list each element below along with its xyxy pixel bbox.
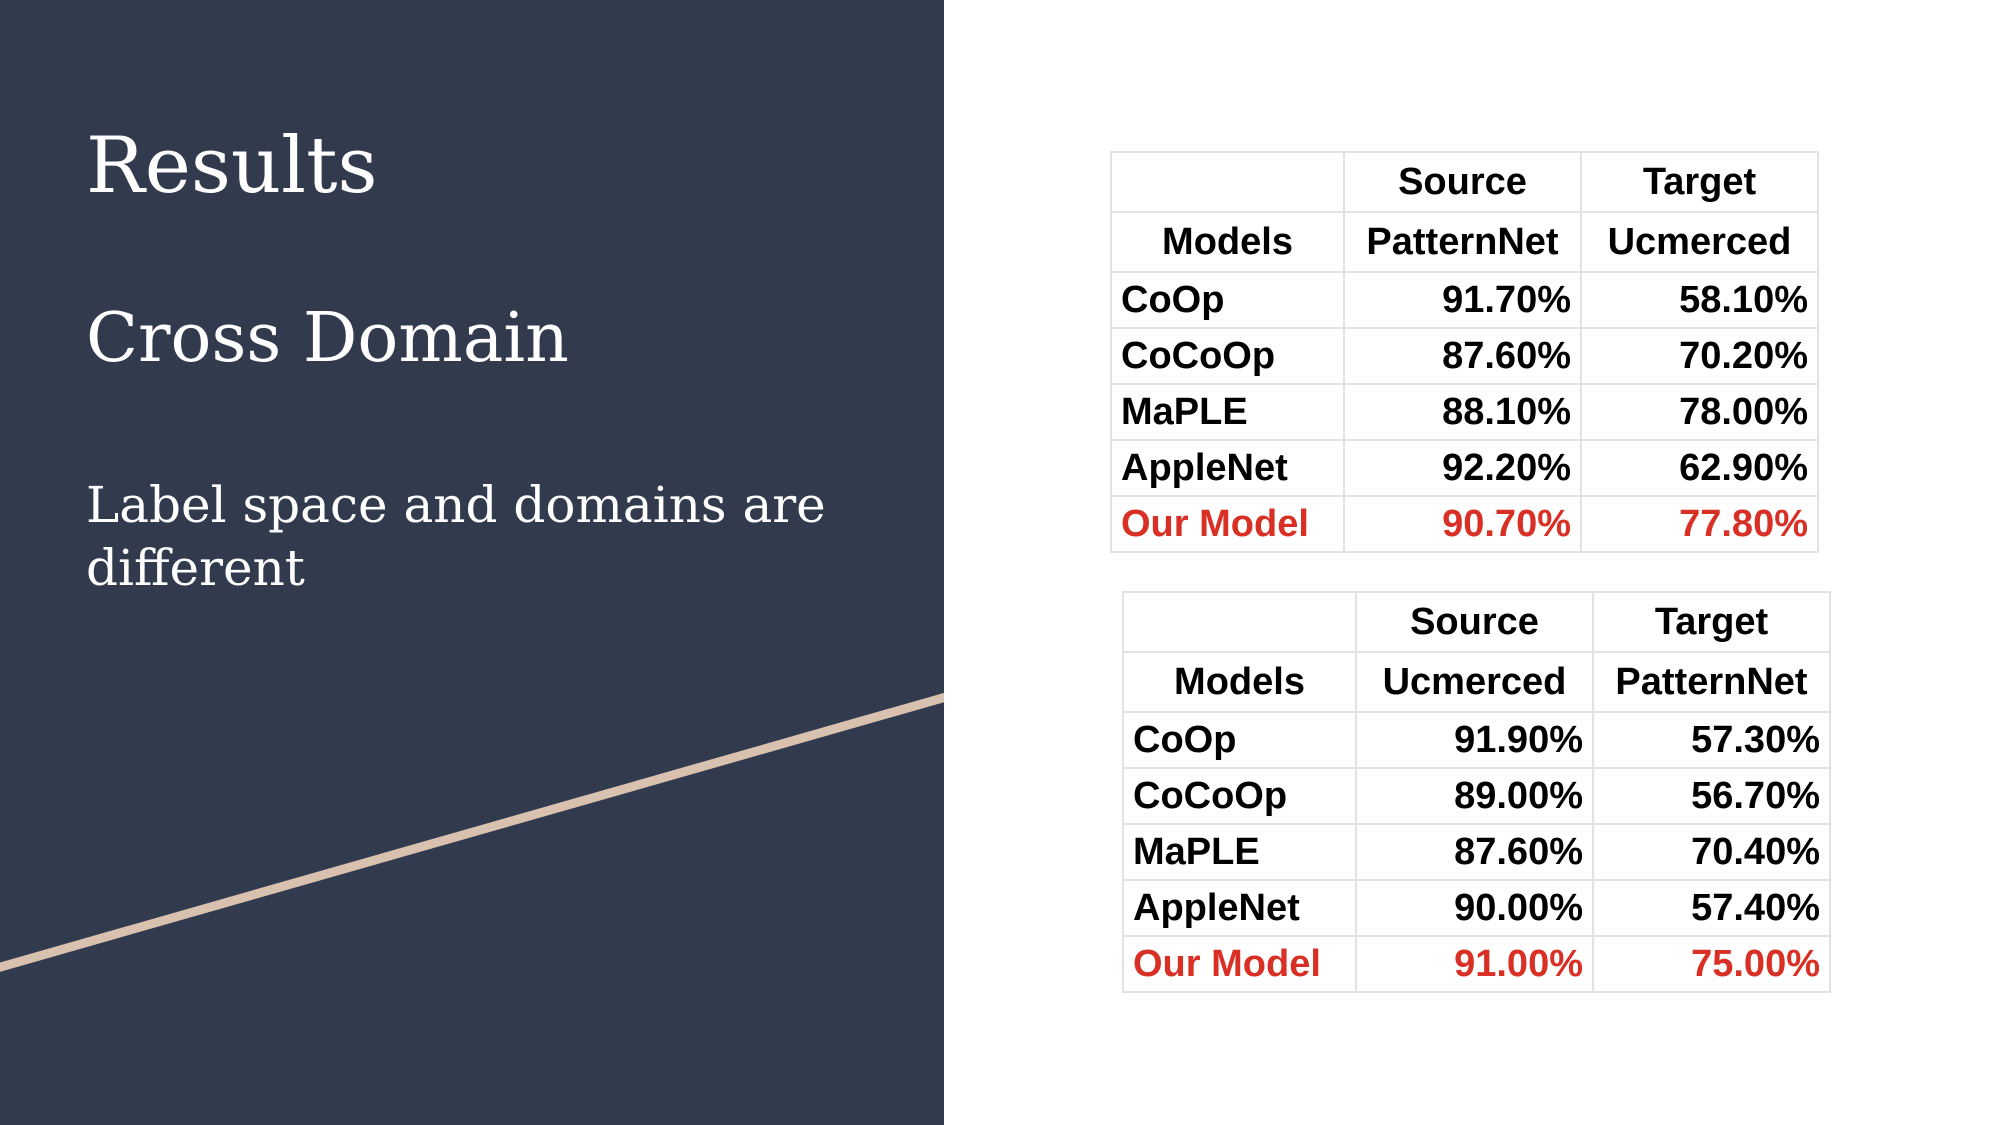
slide-subtitle: Cross Domain	[86, 299, 569, 378]
table-header-row: Source Target	[1110, 151, 1819, 213]
table-row: CoCoOp 87.60% 70.20%	[1110, 327, 1819, 385]
header-cell-target: Target	[1580, 151, 1819, 213]
target-accuracy-cell: 70.40%	[1592, 823, 1831, 881]
model-name-cell: CoCoOp	[1110, 327, 1345, 385]
header-cell-source-dataset: PatternNet	[1343, 211, 1582, 273]
table-row: CoOp 91.70% 58.10%	[1110, 271, 1819, 329]
source-accuracy-cell: 92.20%	[1343, 439, 1582, 497]
header-cell-models: Models	[1110, 211, 1345, 273]
model-name-cell: Our Model	[1122, 935, 1357, 993]
table-row: CoOp 91.90% 57.30%	[1122, 711, 1831, 769]
target-accuracy-cell: 56.70%	[1592, 767, 1831, 825]
header-cell-target-dataset: PatternNet	[1592, 651, 1831, 713]
model-name-cell: CoOp	[1122, 711, 1357, 769]
target-accuracy-cell: 75.00%	[1592, 935, 1831, 993]
source-accuracy-cell: 90.00%	[1355, 879, 1594, 937]
model-name-cell: CoOp	[1110, 271, 1345, 329]
slide-body-text: Label space and domains are different	[86, 476, 826, 597]
results-table-patternnet-to-ucmerced: Source Target Models PatternNet Ucmerced…	[1110, 151, 1819, 553]
table-header-row: Models Ucmerced PatternNet	[1122, 651, 1831, 713]
header-cell-models: Models	[1122, 651, 1357, 713]
model-name-cell: CoCoOp	[1122, 767, 1357, 825]
source-accuracy-cell: 91.70%	[1343, 271, 1582, 329]
header-cell-source: Source	[1355, 591, 1594, 653]
model-name-cell: AppleNet	[1122, 879, 1357, 937]
table-row-our-model: Our Model 91.00% 75.00%	[1122, 935, 1831, 993]
table-row: AppleNet 92.20% 62.90%	[1110, 439, 1819, 497]
slide-title: Results	[86, 121, 378, 211]
table-row: MaPLE 87.60% 70.40%	[1122, 823, 1831, 881]
source-accuracy-cell: 87.60%	[1355, 823, 1594, 881]
target-accuracy-cell: 62.90%	[1580, 439, 1819, 497]
model-name-cell: MaPLE	[1110, 383, 1345, 441]
header-cell-empty	[1110, 151, 1345, 213]
source-accuracy-cell: 91.90%	[1355, 711, 1594, 769]
source-accuracy-cell: 89.00%	[1355, 767, 1594, 825]
table-row: CoCoOp 89.00% 56.70%	[1122, 767, 1831, 825]
model-name-cell: Our Model	[1110, 495, 1345, 553]
results-table-ucmerced-to-patternnet: Source Target Models Ucmerced PatternNet…	[1122, 591, 1831, 993]
model-name-cell: MaPLE	[1122, 823, 1357, 881]
model-name-cell: AppleNet	[1110, 439, 1345, 497]
target-accuracy-cell: 58.10%	[1580, 271, 1819, 329]
target-accuracy-cell: 78.00%	[1580, 383, 1819, 441]
header-cell-source-dataset: Ucmerced	[1355, 651, 1594, 713]
header-cell-target: Target	[1592, 591, 1831, 653]
source-accuracy-cell: 88.10%	[1343, 383, 1582, 441]
source-accuracy-cell: 87.60%	[1343, 327, 1582, 385]
decorative-diagonal-line	[0, 692, 944, 972]
source-accuracy-cell: 90.70%	[1343, 495, 1582, 553]
left-panel: Results Cross Domain Label space and dom…	[0, 0, 944, 1125]
table-row-our-model: Our Model 90.70% 77.80%	[1110, 495, 1819, 553]
table-row: MaPLE 88.10% 78.00%	[1110, 383, 1819, 441]
table-header-row: Models PatternNet Ucmerced	[1110, 211, 1819, 273]
table-row: AppleNet 90.00% 57.40%	[1122, 879, 1831, 937]
target-accuracy-cell: 57.30%	[1592, 711, 1831, 769]
header-cell-empty	[1122, 591, 1357, 653]
source-accuracy-cell: 91.00%	[1355, 935, 1594, 993]
table-header-row: Source Target	[1122, 591, 1831, 653]
target-accuracy-cell: 70.20%	[1580, 327, 1819, 385]
header-cell-source: Source	[1343, 151, 1582, 213]
target-accuracy-cell: 77.80%	[1580, 495, 1819, 553]
header-cell-target-dataset: Ucmerced	[1580, 211, 1819, 273]
target-accuracy-cell: 57.40%	[1592, 879, 1831, 937]
